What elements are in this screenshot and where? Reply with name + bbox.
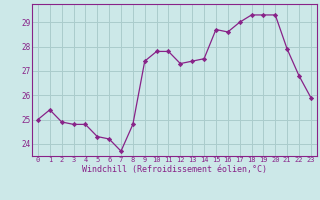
X-axis label: Windchill (Refroidissement éolien,°C): Windchill (Refroidissement éolien,°C) [82,165,267,174]
